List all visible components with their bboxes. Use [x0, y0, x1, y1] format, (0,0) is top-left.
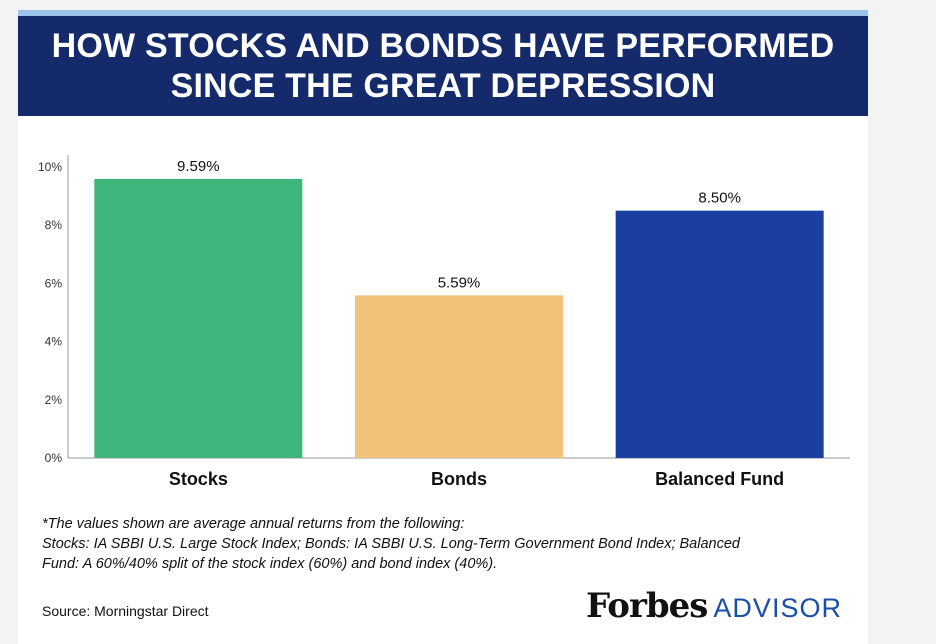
logo-brand: Forbes [586, 586, 708, 626]
bar-bonds [355, 295, 563, 458]
forbes-advisor-logo: Forbes ADVISOR [586, 586, 842, 626]
bar-stocks [94, 178, 303, 458]
title-banner: HOW STOCKS AND BONDS HAVE PERFORMED SINC… [18, 16, 868, 116]
y-tick-label: 6% [45, 276, 63, 290]
y-tick-label: 4% [45, 335, 63, 349]
bar-balanced-fund [615, 210, 824, 458]
source-text: Source: Morningstar Direct [42, 603, 209, 619]
bar-value-label: 8.50% [698, 190, 741, 207]
footnote-line-1: *The values shown are average annual ret… [42, 516, 465, 532]
x-category-label: Balanced Fund [655, 469, 784, 489]
footnote-line-3: Fund: A 60%/40% split of the stock index… [42, 556, 498, 572]
y-tick-label: 10% [38, 160, 62, 174]
footnote-line-2: Stocks: IA SBBI U.S. Large Stock Index; … [42, 536, 740, 552]
top-accent-line [18, 10, 868, 16]
bar-value-label: 5.59% [438, 274, 481, 291]
title-line-1: HOW STOCKS AND BONDS HAVE PERFORMED [51, 27, 835, 65]
footnote: *The values shown are average annual ret… [42, 514, 842, 574]
logo-sub: ADVISOR [713, 593, 842, 623]
title-line-2: SINCE THE GREAT DEPRESSION [170, 67, 716, 105]
x-category-label: Bonds [431, 469, 487, 489]
y-tick-label: 8% [45, 218, 63, 232]
bar-value-label: 9.59% [177, 158, 220, 175]
y-tick-label: 2% [45, 393, 63, 407]
x-category-label: Stocks [169, 469, 228, 489]
y-tick-label: 0% [45, 451, 63, 465]
